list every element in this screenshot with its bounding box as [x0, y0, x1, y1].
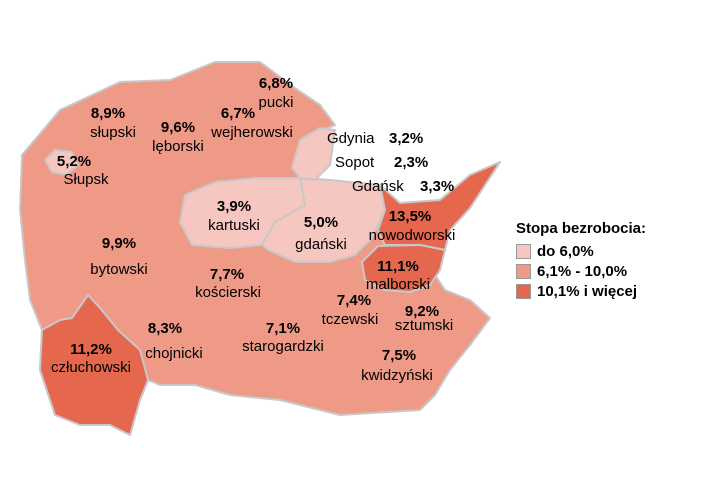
value-pucki: 6,8% [259, 75, 293, 92]
name-koscierski: kościerski [195, 284, 261, 301]
name-sztumski: sztumski [395, 317, 453, 334]
name-pucki: pucki [258, 94, 293, 111]
name-tczewski: tczewski [322, 311, 379, 328]
legend-item-low: do 6,0% [516, 241, 646, 261]
name-gdanski: gdański [295, 236, 347, 253]
city-value-gdynia: 3,2% [389, 130, 423, 147]
name-kartuski: kartuski [208, 217, 260, 234]
value-chojnicki: 8,3% [148, 320, 182, 337]
value-malborski: 11,1% [377, 258, 419, 275]
city-name-gdansk: Gdańsk [352, 178, 404, 195]
name-starogardzki: starogardzki [242, 338, 324, 355]
legend-swatch-mid [516, 263, 531, 279]
city-name-sopot: Sopot [335, 154, 375, 171]
legend-swatch-high [516, 283, 531, 299]
legend-title: Stopa bezrobocia: [516, 220, 647, 237]
region-trojmiasto [291, 127, 336, 181]
city-value-gdansk: 3,3% [420, 178, 454, 195]
legend: Stopa bezrobocia: do 6,0% 6,1% - 10,0% 1… [516, 220, 646, 301]
region-nowodworski [377, 161, 501, 251]
legend-label-high: 10,1% i więcej [537, 282, 638, 300]
legend-label-mid: 6,1% - 10,0% [537, 262, 628, 280]
map-regions [19, 61, 501, 436]
legend-item-high: 10,1% i więcej [516, 281, 646, 301]
value-sztumski: 9,2% [405, 303, 439, 320]
city-labels: Gdynia 3,2% Sopot 2,3% Gdańsk 3,3% [327, 130, 454, 195]
value-nowodworski: 13,5% [389, 208, 432, 225]
district-labels: 6,8% pucki 6,7% wejherowski 8,9% słupski… [51, 75, 455, 384]
value-starogardzki: 7,1% [266, 320, 300, 337]
name-slupski: słupski [90, 124, 136, 141]
city-name-gdynia: Gdynia [327, 130, 375, 147]
legend-swatch-low [516, 243, 531, 259]
value-czluchowski: 11,2% [70, 341, 112, 358]
name-kwidzynski: kwidzyński [361, 367, 433, 384]
name-czluchowski: człuchowski [51, 359, 131, 376]
value-koscierski: 7,7% [210, 266, 244, 283]
name-malborski: malborski [366, 276, 430, 293]
value-kwidzynski: 7,5% [382, 347, 416, 364]
name-wejherowski: wejherowski [210, 124, 293, 141]
name-slupsk: Słupsk [63, 171, 109, 188]
region-malborski [361, 244, 446, 293]
value-leborski: 9,6% [161, 119, 195, 136]
value-wejherowski: 6,7% [221, 105, 255, 122]
value-slupski: 8,9% [91, 105, 125, 122]
legend-label-low: do 6,0% [537, 242, 594, 260]
name-bytowski: bytowski [90, 261, 148, 278]
value-slupsk: 5,2% [57, 153, 91, 170]
name-nowodworski: nowodworski [369, 227, 456, 244]
region-slupsk [44, 149, 79, 176]
city-value-sopot: 2,3% [394, 154, 428, 171]
value-gdanski: 5,0% [304, 214, 338, 231]
value-bytowski: 9,9% [102, 235, 136, 252]
legend-item-mid: 6,1% - 10,0% [516, 261, 646, 281]
value-kartuski: 3,9% [217, 198, 251, 215]
name-leborski: lęborski [152, 138, 204, 155]
value-tczewski: 7,4% [337, 292, 371, 309]
name-chojnicki: chojnicki [145, 345, 203, 362]
region-czluchowski [39, 294, 149, 436]
